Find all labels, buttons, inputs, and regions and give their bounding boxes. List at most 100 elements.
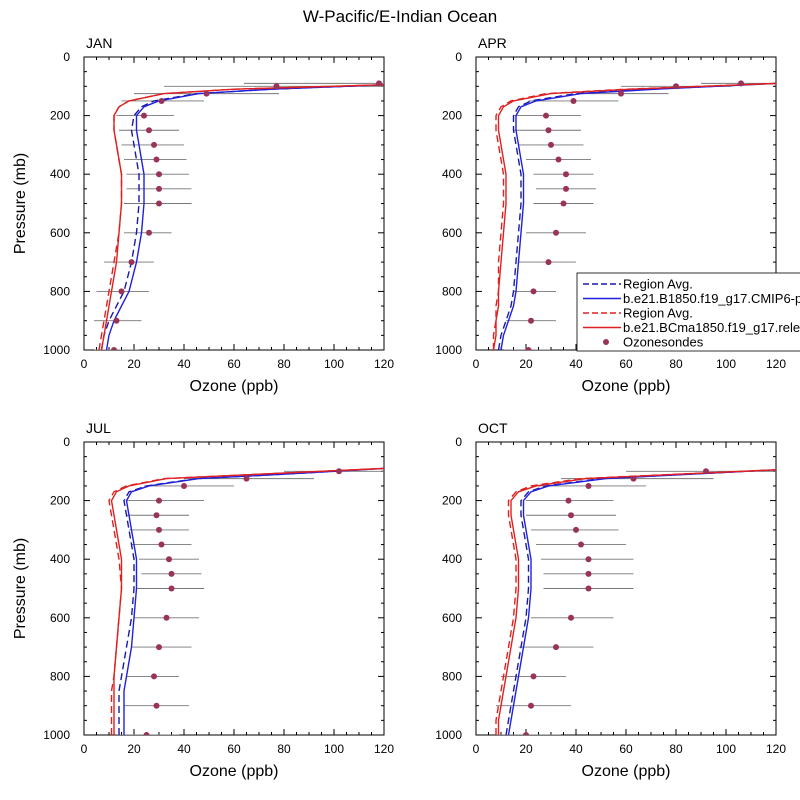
x-tick-label: 100 <box>716 357 736 371</box>
x-tick-label: 120 <box>766 742 786 756</box>
sonde-point <box>156 644 162 651</box>
sonde-point <box>570 97 577 104</box>
sonde-point <box>181 482 187 489</box>
sonde-point <box>545 127 552 134</box>
x-axis-label: Ozone (ppb) <box>190 763 279 780</box>
y-tick-label: 800 <box>442 669 462 683</box>
plot-data <box>492 80 776 350</box>
x-tick-label: 80 <box>277 357 291 371</box>
y-tick-label: 400 <box>442 167 462 181</box>
y-tick-label: 0 <box>455 50 462 64</box>
x-tick-label: 60 <box>619 357 633 371</box>
x-tick-label: 20 <box>127 742 141 756</box>
sonde-point <box>168 570 175 577</box>
sonde-point <box>141 112 147 119</box>
sonde-point <box>548 141 554 148</box>
region-avg-line <box>505 469 776 735</box>
sonde-point <box>156 185 162 192</box>
model-line <box>507 469 776 735</box>
sonde-point <box>528 702 534 709</box>
sonde-point <box>153 156 160 163</box>
y-tick-label: 800 <box>442 284 462 298</box>
y-tick-label: 0 <box>455 435 462 449</box>
region-avg-line <box>118 467 384 735</box>
sonde-point <box>153 702 160 709</box>
y-tick-label: 0 <box>63 435 70 449</box>
sonde-point <box>113 317 120 324</box>
sonde-point <box>545 259 552 266</box>
x-axis-label: Ozone (ppb) <box>190 378 279 395</box>
sonde-point <box>146 127 152 134</box>
legend-marker-dot <box>603 339 609 345</box>
sonde-point <box>585 570 592 577</box>
sonde-point <box>128 259 135 266</box>
x-tick-label: 80 <box>669 742 683 756</box>
legend-label: b.e21.BCma1850.f19_g17.release_test.001 <box>623 320 800 335</box>
y-tick-label: 600 <box>50 226 70 240</box>
panel-title: JUL <box>86 420 111 436</box>
sonde-point <box>618 90 624 97</box>
x-tick-label: 100 <box>324 742 344 756</box>
model-line <box>100 84 384 350</box>
y-tick-label: 600 <box>50 611 70 625</box>
sonde-point <box>563 185 569 192</box>
region-avg-line <box>100 84 384 350</box>
sonde-point <box>738 80 744 87</box>
sonde-point <box>553 229 559 236</box>
legend-label: Region Avg. <box>623 277 693 292</box>
sonde-point <box>630 475 637 482</box>
legend-label: Ozonesondes <box>623 335 704 350</box>
y-tick-label: 600 <box>442 226 462 240</box>
x-tick-label: 120 <box>374 742 394 756</box>
y-tick-label: 400 <box>50 167 70 181</box>
y-tick-label: 1000 <box>43 728 70 742</box>
sonde-point <box>168 585 175 592</box>
x-tick-label: 0 <box>81 742 88 756</box>
sonde-point <box>555 156 562 163</box>
sonde-point <box>530 673 537 680</box>
sonde-point <box>585 482 592 489</box>
y-tick-label: 800 <box>50 284 70 298</box>
sonde-point <box>523 732 529 735</box>
sonde-point <box>553 644 559 651</box>
legend-label: b.e21.B1850.f19_g17.CMIP6-piControl-2deg… <box>623 291 800 306</box>
sonde-point <box>273 83 280 90</box>
page-title: W-Pacific/E-Indian Ocean <box>303 7 497 26</box>
y-tick-label: 200 <box>50 494 70 508</box>
x-tick-label: 20 <box>519 742 533 756</box>
plot-data <box>495 468 776 735</box>
sonde-point <box>151 673 157 680</box>
legend-label: Region Avg. <box>623 306 693 321</box>
sonde-point <box>565 497 572 504</box>
sonde-point <box>578 541 584 548</box>
sonde-point <box>156 171 162 178</box>
x-tick-label: 60 <box>227 357 241 371</box>
y-tick-label: 0 <box>63 50 70 64</box>
model-line <box>123 467 384 735</box>
panel-oct: 0 20 40 60 80 100 120 0 200 400 600 800 1000 OCT Ozone… <box>435 420 786 780</box>
y-tick-label: 200 <box>442 494 462 508</box>
sonde-point <box>166 556 172 563</box>
model-line <box>497 469 776 735</box>
x-tick-label: 0 <box>81 357 88 371</box>
legend: Region Avg.b.e21.B1850.f19_g17.CMIP6-piC… <box>576 272 800 352</box>
sonde-point <box>156 526 162 533</box>
sonde-point <box>530 288 537 295</box>
x-tick-label: 60 <box>227 742 241 756</box>
model-line <box>110 467 384 735</box>
y-axis-label: Pressure (mb) <box>12 153 29 254</box>
panel-title: OCT <box>478 420 508 436</box>
plot-data <box>108 467 384 735</box>
y-tick-label: 400 <box>442 552 462 566</box>
sonde-point <box>560 200 567 207</box>
sonde-point <box>585 556 592 563</box>
sonde-point <box>673 83 679 90</box>
region-avg-line <box>98 84 384 350</box>
sonde-point <box>703 468 709 475</box>
x-axis-label: Ozone (ppb) <box>582 378 671 395</box>
sonde-point <box>203 90 210 97</box>
x-tick-label: 40 <box>569 742 583 756</box>
x-tick-label: 100 <box>324 357 344 371</box>
sonde-point <box>158 541 165 548</box>
